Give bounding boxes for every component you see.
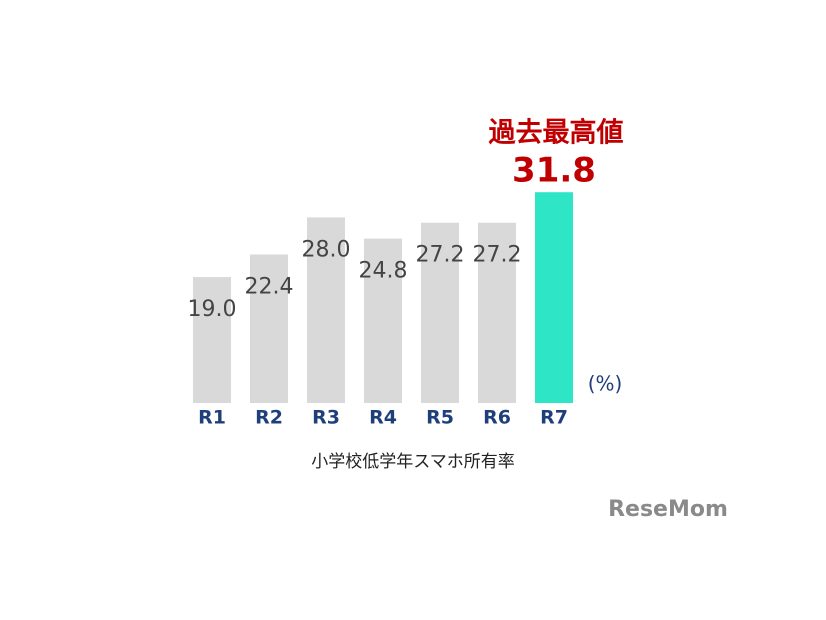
caption: 小学校低学年スマホ所有率 <box>311 452 515 472</box>
value-label: 28.0 <box>302 237 351 262</box>
x-tick-label: R3 <box>312 407 340 429</box>
bar <box>421 222 459 403</box>
bar <box>250 254 288 403</box>
annotation: 過去最高値 <box>489 117 624 149</box>
x-tick-label: R6 <box>483 407 511 429</box>
value-label: 22.4 <box>245 275 294 300</box>
value-label: 27.2 <box>473 243 522 268</box>
x-tick-label: R4 <box>369 407 397 429</box>
unit-label: (%) <box>588 372 623 396</box>
bar <box>364 238 402 403</box>
value-label: 19.0 <box>188 297 237 322</box>
bar <box>307 217 345 403</box>
x-tick-label: R7 <box>540 407 568 429</box>
value-label: 31.8 <box>512 151 596 191</box>
x-tick-label: R5 <box>426 407 454 429</box>
bar <box>535 192 573 403</box>
bar <box>193 277 231 403</box>
watermark: ReseMom <box>608 497 728 522</box>
x-tick-label: R1 <box>198 407 226 429</box>
x-tick-label: R2 <box>255 407 283 429</box>
value-label: 24.8 <box>359 259 408 284</box>
value-label: 27.2 <box>416 243 465 268</box>
bar <box>478 222 516 403</box>
